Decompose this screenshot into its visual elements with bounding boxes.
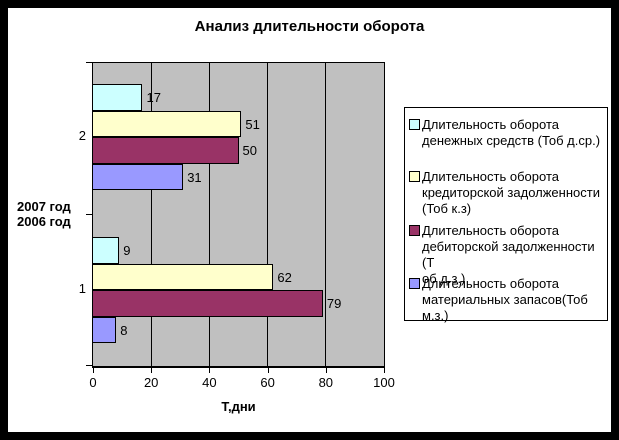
x-axis-tick-40 — [209, 368, 211, 373]
bar-cat1-series0 — [93, 237, 120, 264]
x-axis-tick-label-40: 40 — [202, 375, 217, 390]
x-axis-tick-label-80: 80 — [318, 375, 334, 390]
y-axis-tick-0 — [86, 62, 92, 63]
bar-value-label: 31 — [187, 169, 202, 185]
legend-swatch-1 — [409, 171, 420, 182]
x-axis-tick-20 — [151, 368, 153, 373]
legend-entry-3-line-1: материальных запасов(Тоб — [422, 292, 588, 307]
legend-entry-2-line-0: Длительность оборота — [422, 223, 559, 238]
legend-swatch-2 — [409, 225, 420, 236]
bar-value-label: 17 — [146, 90, 161, 105]
x-axis-title: Т,дни — [221, 399, 256, 414]
gridline-60 — [267, 63, 269, 366]
plot-area: 17 51 50 31 9 62 79 8 — [92, 62, 385, 368]
y-axis-tick-2 — [86, 365, 92, 366]
bar-cat2-series1 — [93, 110, 242, 137]
gridline-80 — [325, 63, 327, 366]
legend-entry-label: Длительность оборота кредиторской задолже… — [422, 169, 606, 217]
legend-entry-0-line-1: денежных средств (Тоб д.ср.) — [422, 133, 601, 148]
y-axis-title: 2007 год 2006 год — [17, 199, 71, 229]
x-axis-tick-100 — [384, 368, 385, 373]
x-axis-tick-80 — [325, 368, 327, 373]
bar-cat1-series2 — [93, 290, 323, 317]
x-axis-tick-label-20: 20 — [143, 375, 159, 390]
bar-value-label: 8 — [120, 322, 128, 338]
bar-cat1-series1 — [93, 263, 274, 290]
bar-cat1-series3 — [93, 316, 117, 343]
legend-entry-label: Длительность оборота дебиторской задолжен… — [422, 223, 606, 287]
legend-entry-0-line-0: Длительность оборота — [422, 117, 559, 132]
gridline-40 — [208, 63, 210, 366]
y-axis-title-line-1: 2007 год — [17, 199, 71, 214]
legend-swatch-0 — [409, 119, 420, 130]
legend-entry-1-line-1: кредиторской задолженности — [422, 185, 600, 200]
bar-value-label: 79 — [326, 296, 342, 311]
x-axis-tick-label-100: 100 — [373, 375, 395, 390]
category-label-2: 2 — [78, 128, 86, 143]
legend-entry-label: Длительность оборота материальных запасов… — [422, 276, 606, 324]
legend-entry-3-line-0: Длительность оборота — [422, 276, 559, 291]
legend-entry-2-line-2: об д.з.) — [422, 271, 466, 286]
bar-value-label: 9 — [123, 243, 131, 258]
bar-value-label: 62 — [277, 269, 292, 285]
legend-entry-3-line-2: м.з.) — [422, 308, 449, 323]
bar-cat2-series3 — [93, 163, 184, 190]
chart-title: Анализ длительности оборота — [194, 18, 425, 35]
legend-entry-label: Длительность оборота денежных средств (То… — [422, 117, 606, 149]
x-axis-tick-label-60: 60 — [260, 375, 275, 390]
legend-entry-1-line-0: Длительность оборота — [422, 169, 559, 184]
x-axis-tick-label-0: 0 — [89, 375, 97, 390]
x-axis-tick-0 — [93, 368, 94, 373]
legend-entry-2-line-1: дебиторской задолженности (Т — [422, 239, 595, 270]
y-axis-title-line-2: 2006 год — [17, 214, 71, 229]
category-label-1: 1 — [78, 281, 86, 296]
y-axis-tick-1 — [86, 213, 92, 215]
bar-value-label: 51 — [245, 116, 260, 132]
legend-swatch-3 — [409, 278, 420, 289]
bar-value-label: 50 — [242, 143, 257, 158]
legend-entry-1-line-2: (Тоб к.з) — [422, 201, 472, 216]
legend: Длительность оборота денежных средств (То… — [404, 107, 608, 324]
bar-cat2-series0 — [93, 84, 143, 111]
bar-cat2-series2 — [93, 137, 239, 164]
gridline-20 — [150, 63, 152, 366]
x-axis-tick-60 — [267, 368, 269, 373]
